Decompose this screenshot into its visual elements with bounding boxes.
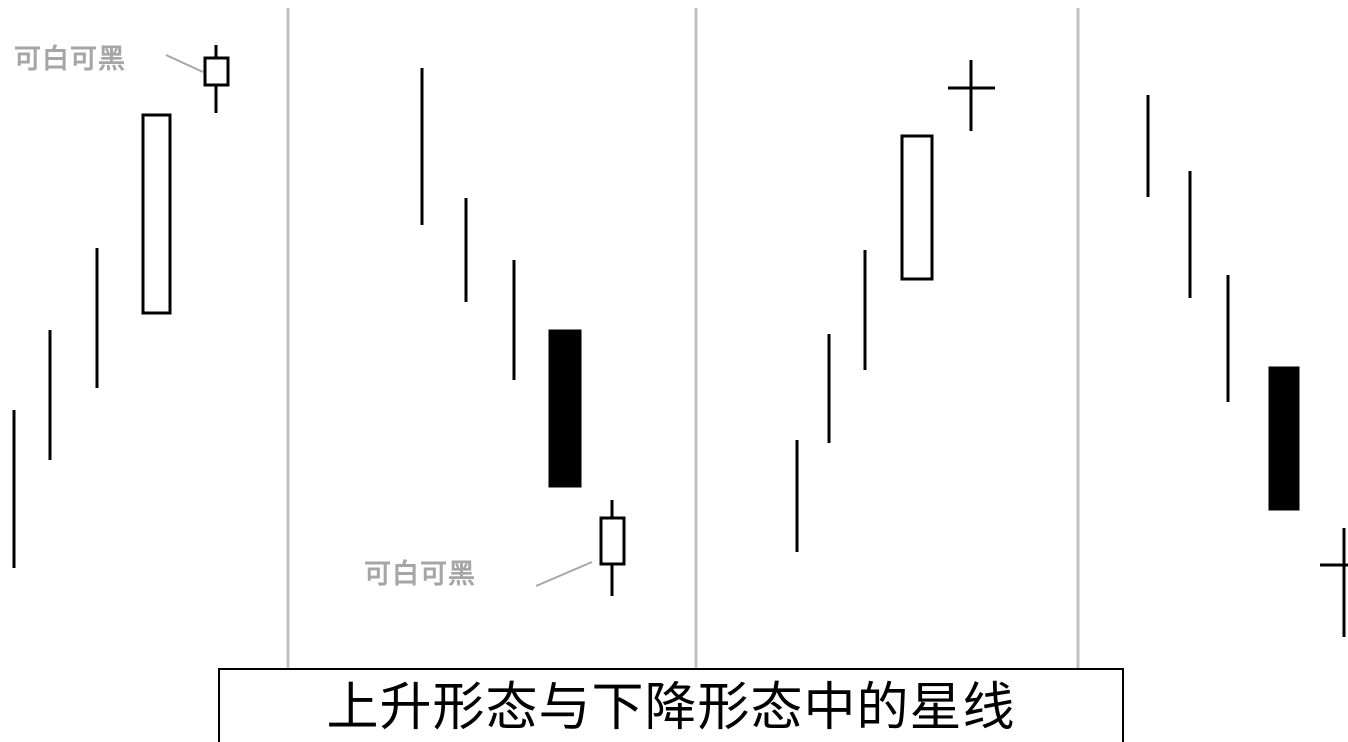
- panel-3-uptrend-doji-star: [795, 60, 995, 552]
- black-candle-body: [1268, 366, 1300, 511]
- panel-4-downtrend-doji-star: [1146, 95, 1348, 637]
- star-candle-body: [599, 516, 626, 566]
- annotation-leader: [165, 54, 204, 73]
- either-color-annotation: 可白可黑: [364, 559, 476, 590]
- caption-box: 上升形态与下降形态中的星线: [218, 668, 1124, 742]
- figure-caption: 上升形态与下降形态中的星线: [326, 678, 1016, 738]
- panel-dividers: [286, 8, 1080, 668]
- annotation-leader: [535, 561, 593, 587]
- either-color-annotation: 可白可黑: [14, 44, 126, 75]
- panel-2-downtrend-star: [420, 68, 626, 596]
- white-candle-body: [900, 134, 934, 281]
- panel-1-uptrend-star: [12, 45, 230, 568]
- black-candle-body: [548, 329, 582, 488]
- star-candle-body: [203, 56, 230, 87]
- white-candle-body: [141, 113, 172, 315]
